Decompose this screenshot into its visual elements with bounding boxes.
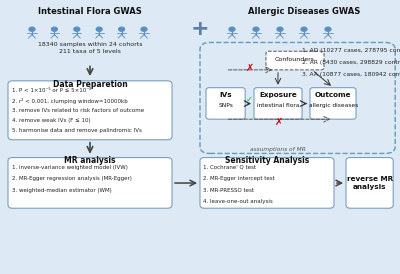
Text: ✗: ✗ <box>275 117 283 127</box>
Circle shape <box>301 27 307 31</box>
Circle shape <box>277 27 283 31</box>
Text: reverse MR
analysis: reverse MR analysis <box>346 176 393 190</box>
Circle shape <box>141 27 147 31</box>
Text: Sensitivity Analysis: Sensitivity Analysis <box>225 156 309 165</box>
Circle shape <box>96 27 102 31</box>
Text: ✗: ✗ <box>246 63 254 73</box>
Text: Confounders: Confounders <box>275 57 315 62</box>
Text: 3. MR-PRESSO test: 3. MR-PRESSO test <box>203 188 254 193</box>
Text: allergic diseases: allergic diseases <box>308 103 358 108</box>
FancyBboxPatch shape <box>266 51 324 70</box>
Text: 2. r² < 0.001, clumping window=10000kb: 2. r² < 0.001, clumping window=10000kb <box>12 98 128 104</box>
Text: SNPs: SNPs <box>218 103 233 108</box>
Text: Intestinal Flora GWAS: Intestinal Flora GWAS <box>38 7 142 16</box>
Text: 3. remove IVs related to risk factors of outcome: 3. remove IVs related to risk factors of… <box>12 108 144 113</box>
Text: 18340 samples within 24 cohorts
211 taxa of 5 levels: 18340 samples within 24 cohorts 211 taxa… <box>38 42 142 54</box>
Text: 2. AR (8430 cases, 298829 controls): 2. AR (8430 cases, 298829 controls) <box>302 60 400 65</box>
Text: 1. inverse-variance weighted model (IVW): 1. inverse-variance weighted model (IVW) <box>12 165 128 170</box>
Text: 2. MR-Egger intercept test: 2. MR-Egger intercept test <box>203 176 275 181</box>
Text: Outcome: Outcome <box>315 92 352 98</box>
Text: Exposure: Exposure <box>259 92 297 98</box>
Circle shape <box>74 27 80 31</box>
Text: 3. AA (10877 cases, 180942 controls): 3. AA (10877 cases, 180942 controls) <box>302 72 400 77</box>
Text: 5. harmonise data and remove palindromic IVs: 5. harmonise data and remove palindromic… <box>12 128 142 133</box>
FancyBboxPatch shape <box>310 88 356 119</box>
Circle shape <box>229 27 235 31</box>
Circle shape <box>253 27 259 31</box>
FancyBboxPatch shape <box>206 88 245 119</box>
Text: IVs: IVs <box>219 92 232 98</box>
Text: 1. Cochrane' Q test: 1. Cochrane' Q test <box>203 165 256 170</box>
Text: assumptions of MR: assumptions of MR <box>250 147 306 152</box>
Text: 4. remove weak IVs (F ≤ 10): 4. remove weak IVs (F ≤ 10) <box>12 118 91 123</box>
Text: 1. P < 1×10⁻⁵ or P ≤ 5×10⁻⁸: 1. P < 1×10⁻⁵ or P ≤ 5×10⁻⁸ <box>12 88 91 93</box>
Text: MR analysis: MR analysis <box>64 156 116 165</box>
FancyBboxPatch shape <box>8 81 172 140</box>
Text: ✓: ✓ <box>246 95 253 104</box>
FancyBboxPatch shape <box>200 158 334 208</box>
Text: 3. weighted-median estimator (WM): 3. weighted-median estimator (WM) <box>12 188 112 193</box>
Text: 2. MR-Egger regression analysis (MR-Egger): 2. MR-Egger regression analysis (MR-Egge… <box>12 176 132 181</box>
Text: 4. leave-one-out analysis: 4. leave-one-out analysis <box>203 199 273 204</box>
Circle shape <box>325 27 331 31</box>
Text: +: + <box>191 19 209 39</box>
FancyBboxPatch shape <box>200 42 395 153</box>
Text: intestinal flora: intestinal flora <box>257 103 299 108</box>
FancyBboxPatch shape <box>254 88 302 119</box>
Circle shape <box>52 27 57 31</box>
Text: 1. AD (10277 cases, 278795 controls): 1. AD (10277 cases, 278795 controls) <box>302 48 400 53</box>
Text: Allergic Diseases GWAS: Allergic Diseases GWAS <box>248 7 360 16</box>
FancyBboxPatch shape <box>346 158 393 208</box>
Circle shape <box>119 27 124 31</box>
FancyBboxPatch shape <box>8 158 172 208</box>
Text: Data Preparetion: Data Preparetion <box>53 80 127 89</box>
Circle shape <box>29 27 35 31</box>
